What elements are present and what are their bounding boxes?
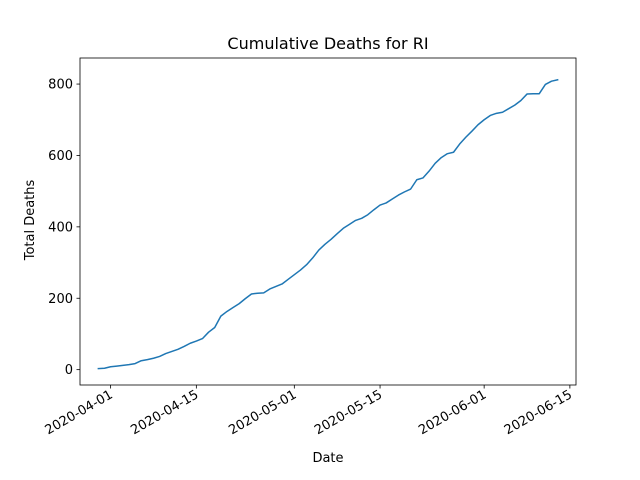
y-tick-label: 400 <box>48 220 73 235</box>
axes-frame <box>79 57 577 386</box>
plot-area <box>97 78 559 370</box>
y-tick-label: 800 <box>48 78 73 93</box>
y-tick-label: 0 <box>65 363 73 378</box>
chart-title: Cumulative Deaths for RI <box>227 34 428 53</box>
y-tick-label: 200 <box>48 292 73 307</box>
y-tick-label: 600 <box>48 149 73 164</box>
x-axis-label: Date <box>312 451 343 466</box>
y-axis-label: Total Deaths <box>23 179 38 261</box>
series-line-0 <box>97 78 559 370</box>
